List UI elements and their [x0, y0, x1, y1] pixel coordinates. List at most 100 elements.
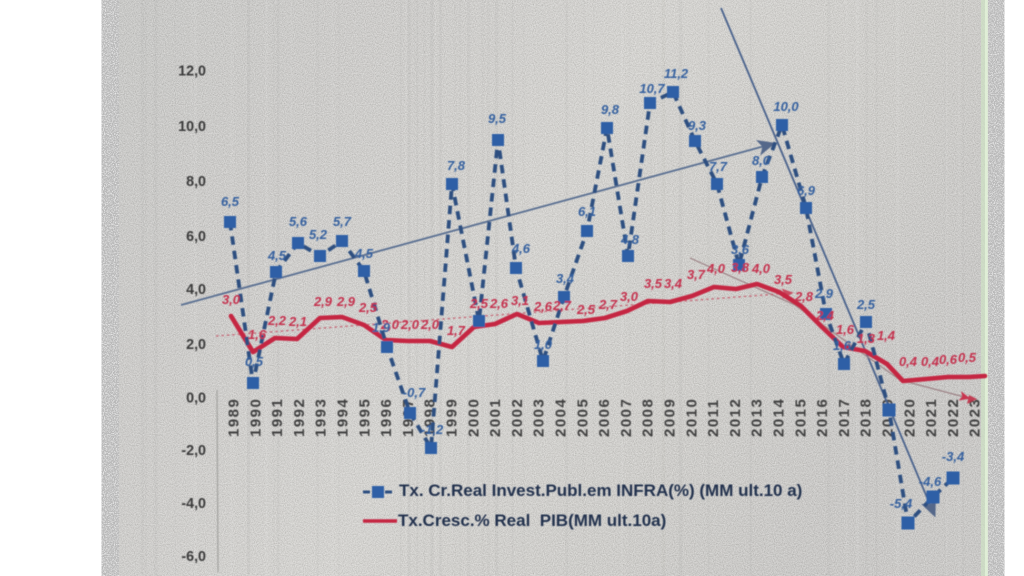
svg-text:0,0: 0,0: [186, 391, 206, 407]
svg-text:-5,4: -5,4: [890, 496, 913, 511]
svg-text:9,3: 9,3: [688, 118, 707, 133]
svg-text:2,4: 2,4: [815, 308, 835, 323]
svg-text:2000: 2000: [465, 398, 482, 437]
svg-text:1991: 1991: [269, 398, 286, 437]
svg-text:4,0: 4,0: [186, 282, 206, 298]
svg-text:2018: 2018: [858, 398, 875, 437]
svg-text:2020: 2020: [901, 398, 918, 437]
svg-text:2002: 2002: [509, 398, 526, 437]
svg-text:3,0: 3,0: [620, 289, 639, 304]
svg-text:2,7: 2,7: [598, 297, 618, 312]
svg-text:1,6: 1,6: [836, 322, 855, 337]
svg-text:2,0: 2,0: [380, 317, 400, 332]
svg-text:2,7: 2,7: [552, 298, 572, 313]
svg-text:4,5: 4,5: [354, 246, 374, 261]
svg-text:2,9: 2,9: [336, 294, 356, 309]
svg-text:0,5: 0,5: [958, 350, 977, 365]
svg-text:2,5: 2,5: [576, 302, 596, 317]
svg-text:2017: 2017: [836, 398, 853, 437]
svg-text:1992: 1992: [291, 398, 308, 437]
svg-text:2013: 2013: [749, 398, 766, 437]
svg-text:3,4: 3,4: [556, 271, 575, 286]
svg-text:5,7: 5,7: [333, 214, 352, 229]
svg-text:1993: 1993: [313, 398, 330, 437]
svg-text:9,5: 9,5: [488, 111, 507, 126]
svg-text:3,4: 3,4: [664, 276, 683, 291]
svg-text:2016: 2016: [814, 398, 831, 437]
svg-text:6,1: 6,1: [578, 204, 596, 219]
svg-text:2,9: 2,9: [814, 286, 834, 301]
svg-text:5,2: 5,2: [309, 227, 328, 242]
svg-text:3,5: 3,5: [644, 276, 663, 291]
svg-text:-6,0: -6,0: [181, 549, 206, 565]
svg-text:-0,7: -0,7: [403, 385, 426, 400]
svg-text:2023: 2023: [967, 398, 984, 437]
svg-text:2015: 2015: [792, 398, 809, 437]
svg-text:2008: 2008: [640, 398, 657, 437]
svg-text:2,0: 2,0: [400, 317, 420, 332]
svg-text:4,0: 4,0: [706, 261, 726, 276]
svg-text:3,7: 3,7: [687, 267, 706, 282]
svg-text:0,4: 0,4: [921, 354, 940, 369]
svg-text:-1,2: -1,2: [421, 422, 444, 437]
svg-text:1996: 1996: [378, 398, 395, 437]
svg-text:2,5: 2,5: [469, 296, 489, 311]
svg-text:-3,4: -3,4: [942, 449, 965, 464]
svg-text:2001: 2001: [487, 398, 504, 437]
svg-text:3,6: 3,6: [731, 242, 750, 257]
svg-text:2004: 2004: [553, 398, 570, 437]
svg-text:2009: 2009: [662, 398, 679, 437]
svg-text:-2,0: -2,0: [181, 443, 206, 459]
svg-text:3,1: 3,1: [511, 293, 529, 308]
svg-text:1994: 1994: [335, 398, 352, 437]
svg-text:1,4: 1,4: [877, 328, 896, 343]
svg-text:4,5: 4,5: [267, 248, 287, 263]
svg-text:12,0: 12,0: [178, 64, 206, 80]
svg-text:11,2: 11,2: [664, 66, 689, 81]
svg-text:8,0: 8,0: [186, 174, 206, 190]
svg-text:1,7: 1,7: [447, 323, 466, 338]
svg-text:2,0: 2,0: [420, 317, 440, 332]
svg-text:10,0: 10,0: [178, 119, 206, 135]
svg-text:2,5: 2,5: [856, 297, 876, 312]
svg-text:3,5: 3,5: [774, 272, 793, 287]
svg-text:Tx.Cresc.% Real PIB(MM ult.10: Tx.Cresc.% Real PIB(MM ult.10a): [398, 511, 666, 530]
svg-text:2006: 2006: [596, 398, 613, 437]
svg-text:10,0: 10,0: [773, 99, 799, 114]
svg-text:1990: 1990: [247, 398, 264, 437]
svg-text:8,0: 8,0: [752, 153, 771, 168]
svg-text:1,6: 1,6: [833, 338, 852, 353]
svg-text:2,1: 2,1: [288, 314, 307, 329]
svg-text:2,8: 2,8: [794, 289, 814, 304]
svg-text:6,9: 6,9: [797, 183, 816, 198]
svg-text:2011: 2011: [705, 398, 722, 437]
svg-text:2,5: 2,5: [358, 300, 378, 315]
svg-text:-4,0: -4,0: [181, 496, 206, 512]
svg-text:2007: 2007: [618, 398, 635, 437]
svg-text:0,5: 0,5: [245, 354, 264, 369]
svg-text:4,8: 4,8: [620, 232, 640, 247]
svg-text:1,3: 1,3: [857, 331, 876, 346]
svg-text:2021: 2021: [923, 398, 940, 437]
svg-text:2,2: 2,2: [267, 313, 287, 328]
svg-text:3,0: 3,0: [222, 292, 241, 307]
svg-text:7,7: 7,7: [709, 159, 728, 174]
svg-text:6,0: 6,0: [186, 229, 206, 245]
svg-text:1989: 1989: [226, 398, 243, 437]
svg-text:6,5: 6,5: [221, 194, 240, 209]
svg-text:4,0: 4,0: [751, 261, 771, 276]
svg-text:1999: 1999: [444, 398, 461, 437]
svg-text:9,8: 9,8: [601, 102, 620, 117]
svg-text:0,4: 0,4: [899, 354, 918, 369]
svg-text:2003: 2003: [531, 398, 548, 437]
svg-text:2012: 2012: [727, 398, 744, 437]
svg-text:2010: 2010: [683, 398, 700, 437]
svg-text:10,7: 10,7: [639, 81, 665, 96]
svg-text:-4,6: -4,6: [919, 474, 942, 489]
svg-text:3,8: 3,8: [731, 260, 750, 275]
svg-text:1995: 1995: [356, 398, 373, 437]
svg-text:0,6: 0,6: [939, 352, 958, 367]
svg-text:4,6: 4,6: [511, 241, 531, 256]
svg-text:2014: 2014: [771, 398, 788, 437]
svg-text:1,0: 1,0: [534, 337, 553, 352]
